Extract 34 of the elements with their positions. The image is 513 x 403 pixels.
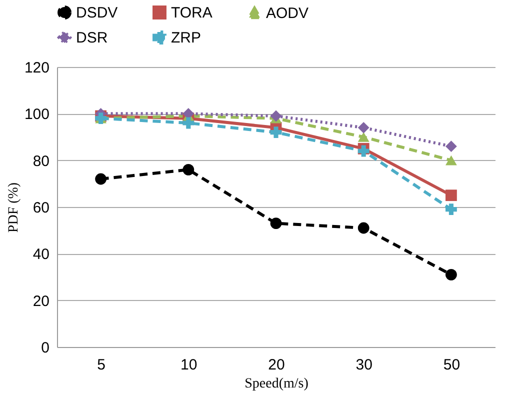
legend-label: DSDV <box>76 4 118 22</box>
legend-label: AODV <box>266 4 309 22</box>
y-tick-label: 80 <box>32 152 50 170</box>
point <box>358 222 370 234</box>
point <box>270 110 282 122</box>
legend-label: DSR <box>76 30 108 46</box>
point <box>270 126 282 138</box>
point <box>95 173 106 185</box>
point <box>446 155 457 166</box>
point <box>446 268 457 280</box>
point <box>446 140 457 152</box>
x-tick-label: 50 <box>443 356 460 374</box>
y-tick-label: 40 <box>32 246 50 264</box>
x-tick-label: 30 <box>356 356 372 374</box>
x-axis-title: Speed(m/s) <box>244 376 309 392</box>
legend-label: TORA <box>171 4 212 22</box>
point <box>358 132 370 142</box>
point <box>358 145 370 157</box>
point <box>182 117 194 129</box>
legend-label: ZRP <box>171 30 201 46</box>
y-axis-title: PDF (%) <box>6 182 22 233</box>
y-tick-label: 20 <box>32 292 50 310</box>
point <box>358 122 370 134</box>
y-tick-label: 60 <box>32 200 50 216</box>
y-tick-label: 120 <box>24 60 50 76</box>
y-tick-label: 100 <box>24 106 50 124</box>
point <box>446 190 457 202</box>
x-tick-label: 20 <box>268 356 285 374</box>
point <box>446 204 457 216</box>
y-tick-label: 0 <box>41 340 50 356</box>
x-tick-label: 10 <box>180 356 198 374</box>
point <box>270 218 282 230</box>
point <box>182 164 194 176</box>
x-tick-label: 5 <box>97 356 106 374</box>
